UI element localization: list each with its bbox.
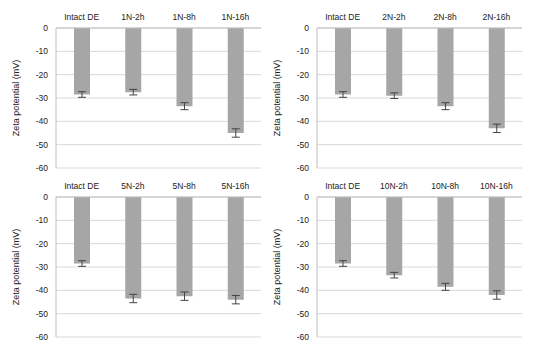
svg-text:5N-16h: 5N-16h: [221, 181, 249, 191]
svg-text:-20: -20: [36, 239, 49, 249]
svg-text:-40: -40: [36, 285, 49, 295]
svg-text:-60: -60: [36, 163, 49, 172]
svg-text:0: 0: [43, 192, 48, 202]
svg-text:2N-8h: 2N-8h: [434, 12, 457, 22]
svg-text:10N-16h: 10N-16h: [480, 181, 513, 191]
svg-text:Intact DE: Intact DE: [64, 181, 99, 191]
svg-text:Intact DE: Intact DE: [64, 12, 99, 22]
svg-text:0: 0: [304, 23, 309, 33]
svg-text:1N-8h: 1N-8h: [173, 12, 196, 22]
svg-text:Zeta potential (mV): Zeta potential (mV): [11, 60, 21, 137]
svg-text:-30: -30: [297, 93, 310, 103]
svg-text:-20: -20: [297, 239, 310, 249]
svg-text:Zeta potential (mV): Zeta potential (mV): [272, 60, 282, 137]
svg-text:-50: -50: [297, 140, 310, 150]
svg-text:-60: -60: [297, 332, 310, 341]
svg-text:-40: -40: [297, 285, 310, 295]
svg-text:Zeta potential (mV): Zeta potential (mV): [11, 229, 21, 306]
svg-text:-30: -30: [36, 93, 49, 103]
svg-text:-10: -10: [36, 215, 49, 225]
svg-text:-60: -60: [36, 332, 49, 341]
svg-text:0: 0: [304, 192, 309, 202]
svg-text:0: 0: [43, 23, 48, 33]
svg-text:-60: -60: [297, 163, 310, 172]
svg-text:2N-2h: 2N-2h: [382, 12, 405, 22]
svg-text:-10: -10: [36, 46, 49, 56]
svg-text:-50: -50: [36, 140, 49, 150]
svg-text:-30: -30: [297, 262, 310, 272]
svg-text:1N-2h: 1N-2h: [121, 12, 144, 22]
svg-text:-20: -20: [297, 70, 310, 80]
svg-text:1N-16h: 1N-16h: [221, 12, 249, 22]
svg-text:5N-2h: 5N-2h: [121, 181, 144, 191]
svg-text:Intact DE: Intact DE: [325, 181, 360, 191]
svg-text:-10: -10: [297, 215, 310, 225]
svg-text:-50: -50: [36, 309, 49, 319]
svg-text:Zeta potential (mV): Zeta potential (mV): [272, 229, 282, 306]
svg-text:2N-16h: 2N-16h: [482, 12, 510, 22]
svg-text:-30: -30: [36, 262, 49, 272]
svg-text:-40: -40: [297, 116, 310, 126]
svg-text:-40: -40: [36, 116, 49, 126]
svg-text:-50: -50: [297, 309, 310, 319]
svg-text:5N-8h: 5N-8h: [173, 181, 196, 191]
svg-text:10N-2h: 10N-2h: [380, 181, 408, 191]
svg-text:Intact DE: Intact DE: [325, 12, 360, 22]
svg-text:-20: -20: [36, 70, 49, 80]
svg-text:10N-8h: 10N-8h: [431, 181, 459, 191]
svg-text:-10: -10: [297, 46, 310, 56]
